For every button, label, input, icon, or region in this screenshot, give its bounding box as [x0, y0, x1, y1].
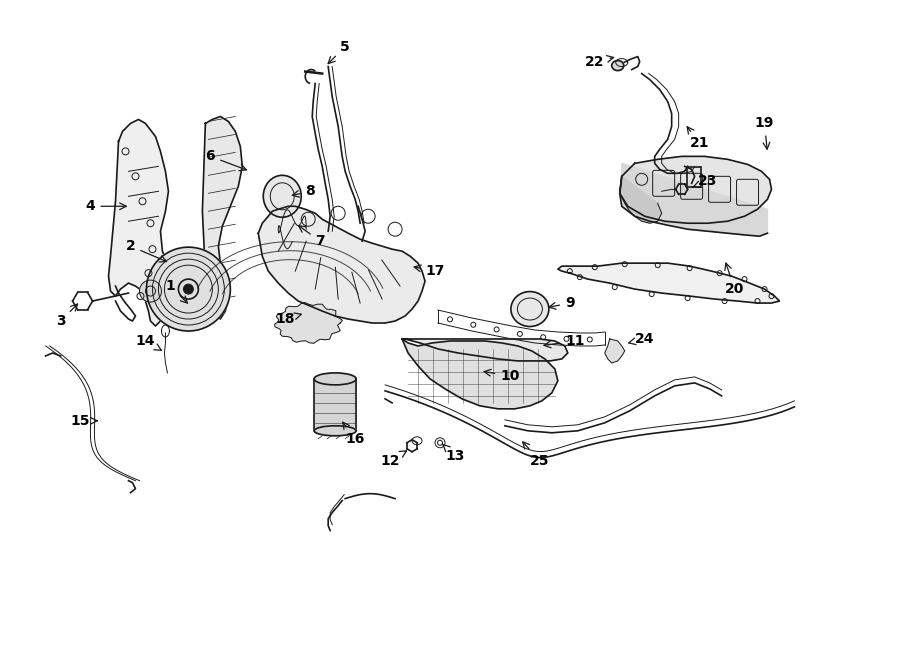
Polygon shape: [109, 120, 173, 326]
Text: 11: 11: [544, 334, 585, 348]
Ellipse shape: [140, 280, 161, 302]
Text: 3: 3: [56, 304, 77, 328]
Polygon shape: [620, 157, 771, 223]
Text: 20: 20: [724, 263, 744, 296]
Polygon shape: [558, 263, 779, 303]
Text: 6: 6: [205, 149, 247, 171]
Polygon shape: [202, 116, 242, 319]
Polygon shape: [620, 163, 768, 236]
Polygon shape: [402, 339, 568, 361]
Text: 5: 5: [328, 40, 350, 63]
Text: 19: 19: [755, 116, 774, 149]
Ellipse shape: [314, 426, 356, 436]
Circle shape: [147, 247, 230, 331]
Text: 8: 8: [292, 184, 315, 198]
Polygon shape: [620, 176, 662, 223]
Text: 21: 21: [687, 127, 709, 151]
Polygon shape: [274, 303, 342, 343]
Text: 7: 7: [299, 225, 325, 248]
Text: 18: 18: [275, 312, 302, 326]
Text: 12: 12: [381, 451, 407, 468]
Text: 14: 14: [136, 334, 161, 350]
Text: 2: 2: [126, 239, 166, 262]
Text: 24: 24: [629, 332, 654, 346]
Text: 15: 15: [71, 414, 97, 428]
Text: 1: 1: [166, 279, 187, 303]
Polygon shape: [314, 379, 356, 431]
Text: 10: 10: [484, 369, 519, 383]
Ellipse shape: [314, 373, 356, 385]
Text: 17: 17: [414, 264, 445, 278]
Text: 25: 25: [523, 442, 550, 468]
Text: 9: 9: [549, 296, 574, 310]
Text: 13: 13: [442, 444, 464, 463]
Text: 4: 4: [86, 199, 126, 214]
Text: 23: 23: [692, 175, 717, 188]
Polygon shape: [258, 206, 425, 323]
Ellipse shape: [511, 292, 549, 327]
Text: 22: 22: [585, 55, 614, 69]
Ellipse shape: [264, 175, 302, 217]
Polygon shape: [605, 339, 625, 363]
Text: 16: 16: [343, 422, 364, 446]
Circle shape: [184, 284, 194, 294]
Ellipse shape: [612, 61, 624, 71]
Polygon shape: [402, 339, 558, 409]
